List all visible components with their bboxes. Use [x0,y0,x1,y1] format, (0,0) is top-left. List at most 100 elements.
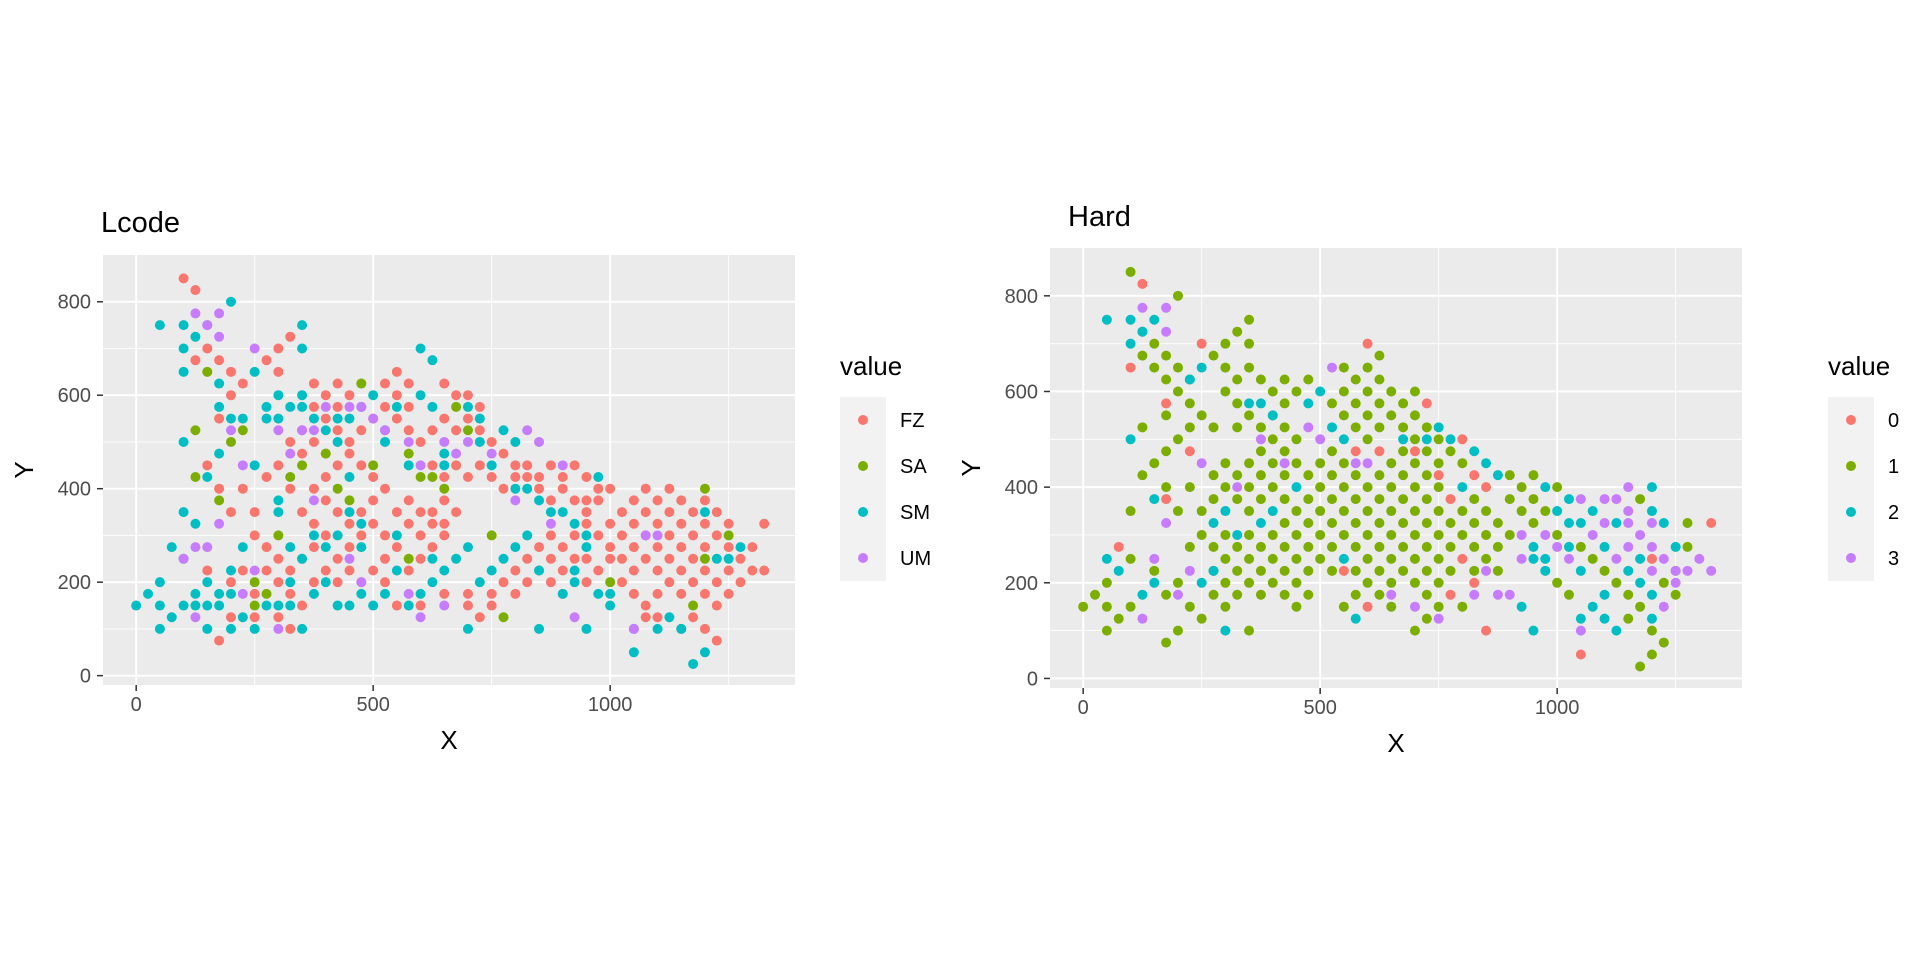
data-point [249,343,260,354]
x-tick-label: 500 [356,694,389,716]
legend-key-marker [858,553,868,563]
data-point [1564,518,1574,528]
data-point [569,495,580,506]
data-point [308,518,319,529]
data-point [545,507,556,518]
data-point [1255,565,1266,576]
data-point [1125,314,1136,325]
data-point [557,507,568,518]
data-point [273,495,284,506]
data-point [1409,386,1420,397]
data-point [1658,577,1669,588]
data-point [1172,290,1183,301]
data-point [368,600,379,611]
data-point [403,425,414,436]
data-point [1149,494,1160,505]
data-point [1398,398,1409,409]
data-point [297,343,308,354]
data-point [1196,410,1207,421]
data-point [1575,649,1586,660]
data-point [1267,577,1278,588]
data-point [1457,553,1468,564]
data-point [1445,541,1456,552]
data-point [1172,577,1183,588]
data-point [190,308,201,319]
data-point [688,600,699,611]
data-point [1706,565,1717,576]
data-point [1255,589,1266,600]
data-point [225,612,236,623]
data-point [1303,470,1314,481]
data-point [462,600,473,611]
data-point [202,565,213,576]
data-point [1125,506,1136,517]
data-point [1184,374,1195,385]
series-1 [1078,266,1693,672]
data-point [1327,518,1338,528]
data-point [1232,398,1243,409]
data-point [1469,494,1480,505]
data-point [1232,326,1243,337]
data-point [759,518,770,529]
data-point [285,623,296,634]
data-point [486,565,497,576]
data-point [699,495,710,506]
data-point [711,530,722,541]
data-point [1433,529,1444,540]
data-point [344,565,355,576]
data-point [1552,577,1563,588]
data-point [1267,529,1278,540]
data-point [297,460,308,471]
data-point [1244,362,1255,373]
data-point [415,390,426,401]
data-point [154,577,165,588]
data-point [1433,458,1444,469]
data-point [522,530,533,541]
data-point [1433,553,1444,564]
data-point [1457,434,1468,445]
data-point [1682,518,1693,528]
data-point [652,588,663,599]
data-point [1291,482,1302,493]
data-point [415,460,426,471]
data-point [1220,529,1231,540]
data-point [522,577,533,588]
data-point [427,553,438,564]
data-point [1623,589,1634,600]
data-point [1350,422,1361,433]
data-point [1244,458,1255,469]
data-point [356,542,367,553]
data-point [711,635,722,646]
data-point [486,460,497,471]
chart-title: Hard [1068,201,1131,233]
data-point [439,448,450,459]
data-point [415,553,426,564]
data-point [308,436,319,447]
data-point [1552,529,1563,540]
data-point [190,331,201,342]
data-point [1635,529,1646,540]
data-point [1409,553,1420,564]
data-point [202,320,213,331]
data-point [628,518,639,529]
data-point [154,600,165,611]
data-point [640,600,651,611]
data-point [1670,565,1681,576]
data-point [1137,613,1148,624]
data-point [344,507,355,518]
data-point [1315,386,1326,397]
data-point [545,460,556,471]
data-point [699,507,710,518]
data-point [1255,374,1266,385]
data-point [1137,326,1148,337]
data-point [699,553,710,564]
data-point [1303,398,1314,409]
data-point [1244,529,1255,540]
data-point [1232,422,1243,433]
data-point [1338,362,1349,373]
data-point [214,635,225,646]
data-point [1623,541,1634,552]
data-point [1386,410,1397,421]
data-point [1161,446,1172,457]
data-point [1315,506,1326,517]
